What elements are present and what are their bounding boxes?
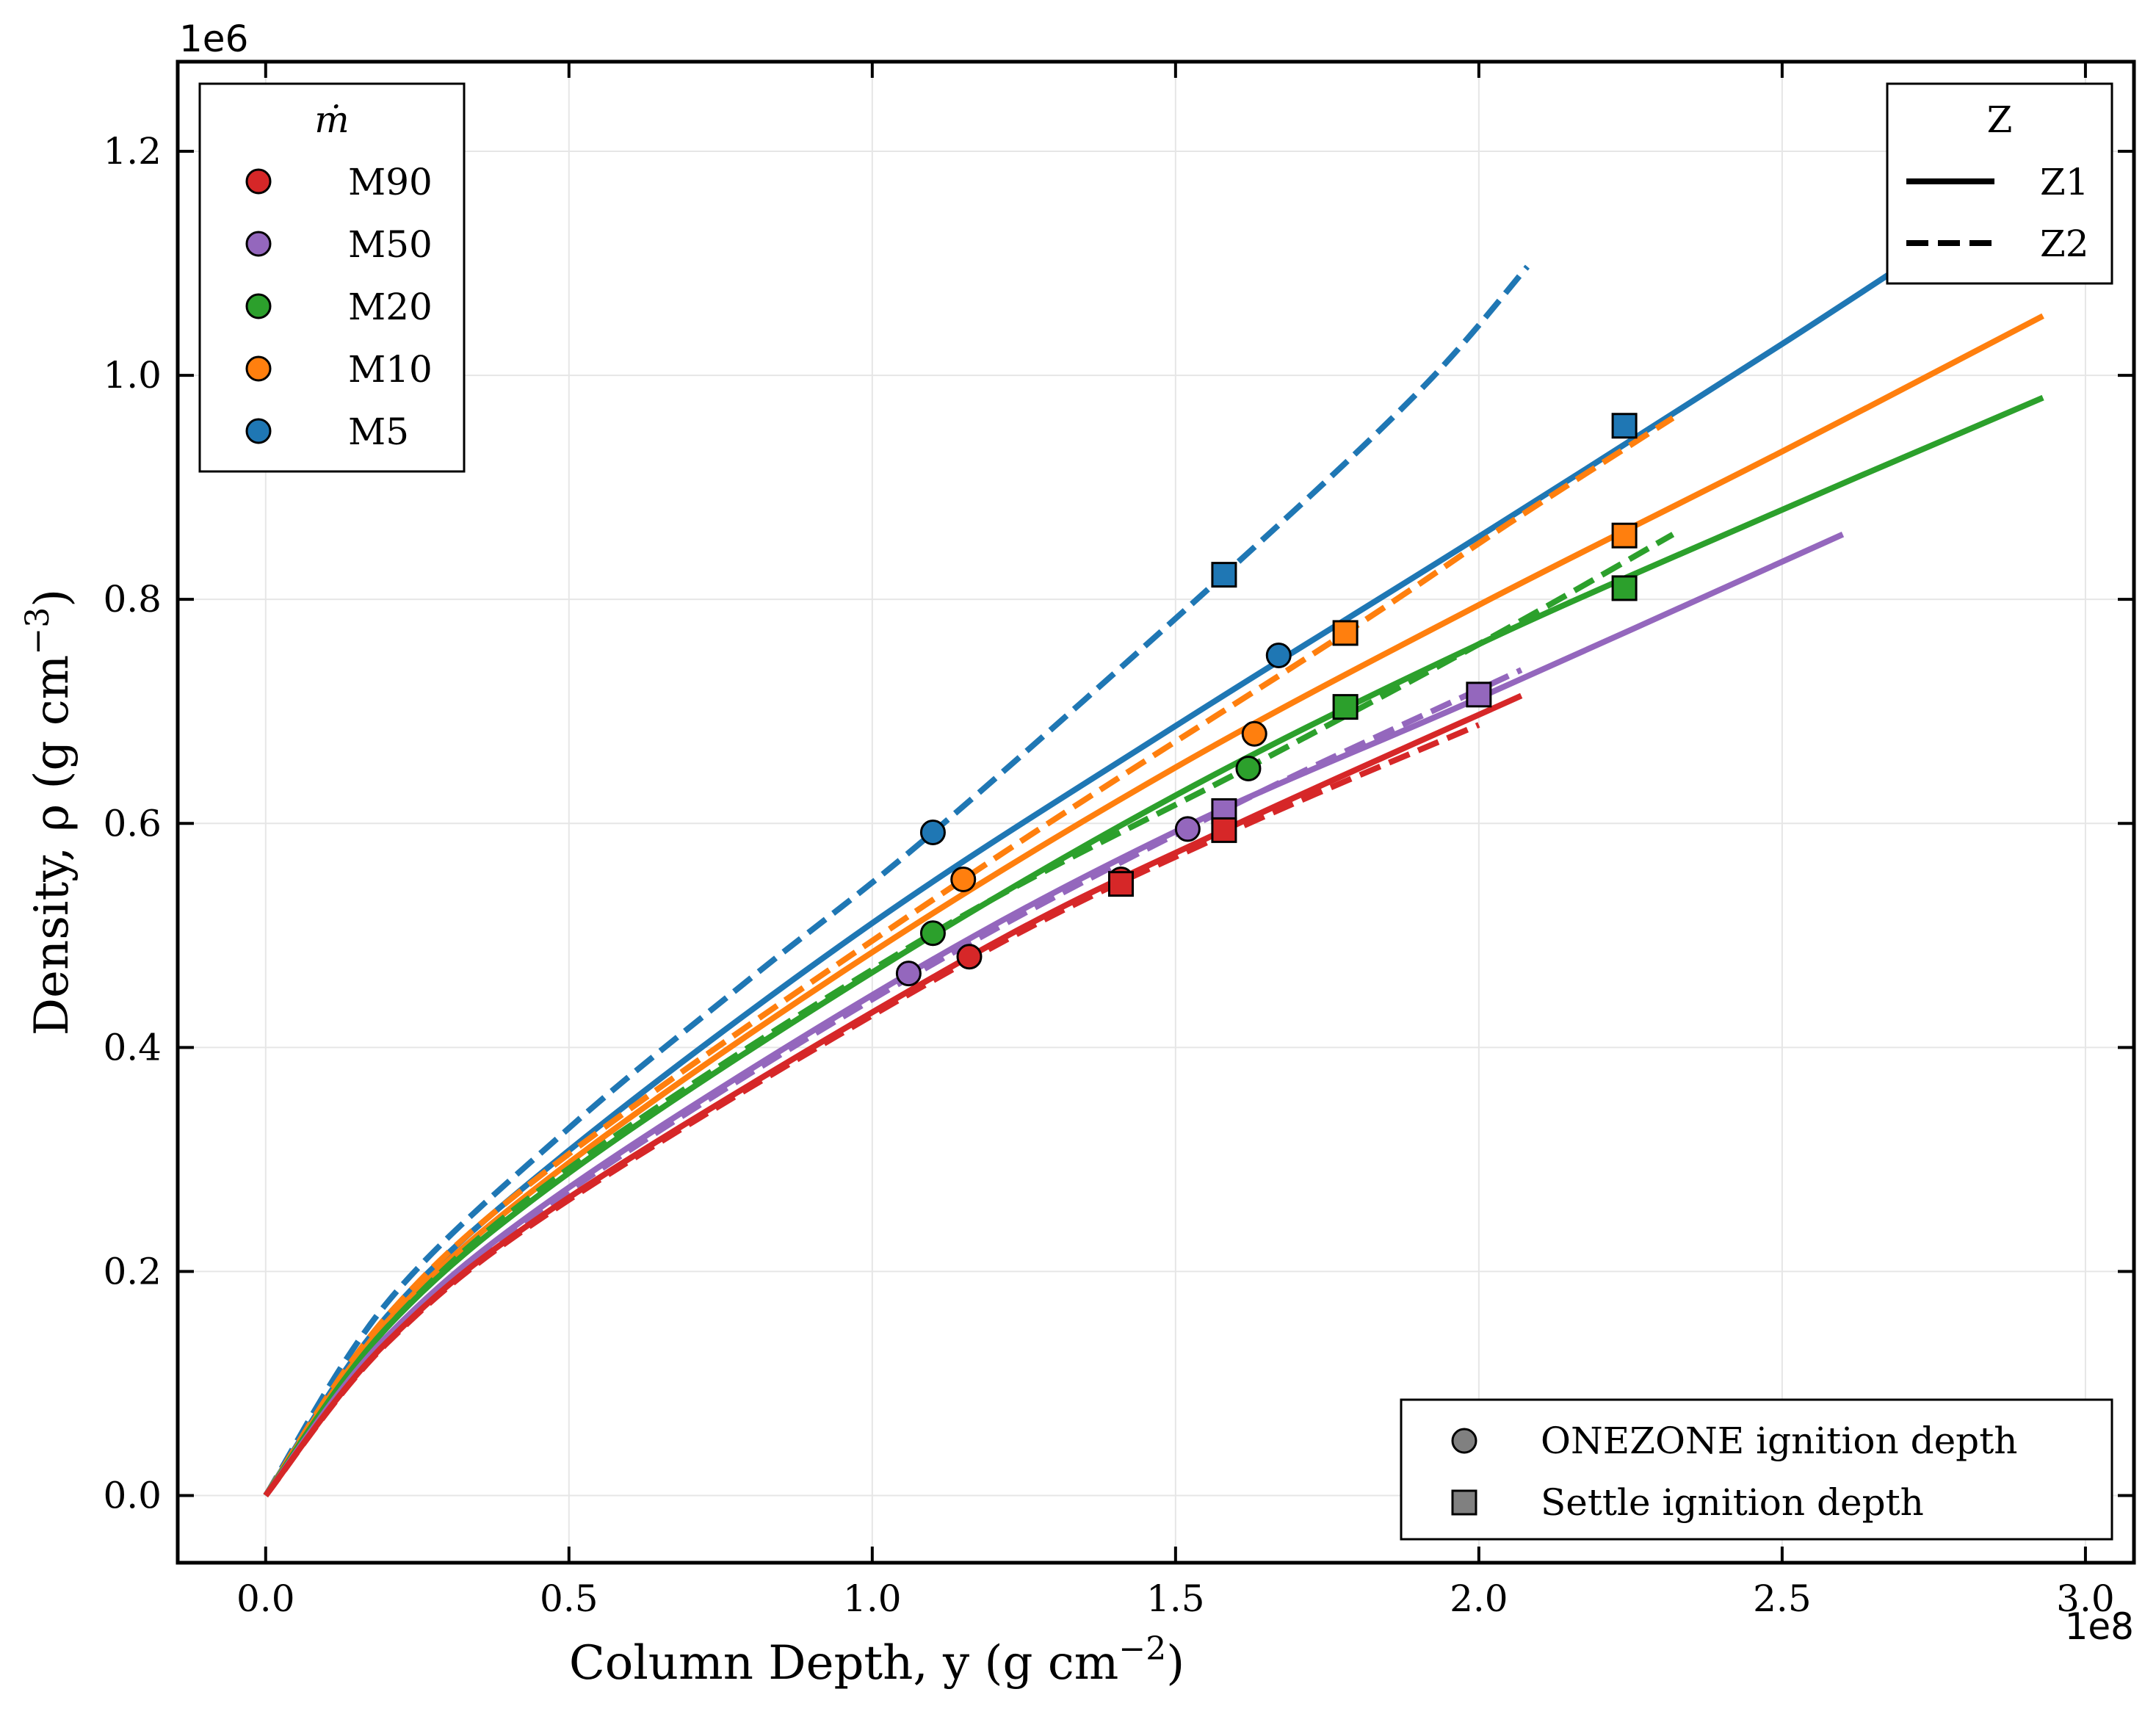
y-tick-label: 0.4 (103, 1026, 162, 1068)
x-tick-label: 1.0 (843, 1577, 902, 1620)
settle-point-m20 (1332, 694, 1359, 720)
legend-mdot-marker-m20 (245, 293, 272, 319)
onezone-point-m20 (1235, 756, 1262, 782)
y-axis-label-sup: −3 (19, 607, 57, 655)
settle-point-m20 (1611, 575, 1638, 601)
y-axis-label: Density, ρ (g cm−3) (19, 589, 79, 1035)
series-line-m90-z1 (263, 693, 1523, 1497)
x-tick-label: 0.5 (540, 1577, 598, 1620)
legend-mdot-label-m50: M50 (348, 223, 433, 266)
y-tick-label: 0.6 (103, 802, 162, 845)
series-line-m50-z1 (263, 532, 1845, 1497)
y-tick-label: 1.0 (103, 354, 162, 397)
legend-mdot-box (198, 82, 466, 473)
legend-mdot-label-m5: M5 (348, 411, 409, 453)
x-tick-label: 2.5 (1753, 1577, 1812, 1620)
x-tick-label: 1.5 (1146, 1577, 1205, 1620)
ignition-markers (895, 413, 1638, 987)
series-line-m10-z1 (263, 313, 2044, 1497)
y-tick-label: 0.2 (103, 1250, 162, 1292)
legend-mdot-label-m20: M20 (348, 286, 433, 328)
settle-point-m50 (1466, 681, 1492, 708)
x-tick-label: 3.0 (2056, 1577, 2115, 1620)
onezone-point-m50 (1174, 816, 1201, 842)
settle-point-m10 (1611, 522, 1638, 549)
legend-z-label-z1: Z1 (2040, 161, 2089, 203)
settle-point-m10 (1332, 620, 1359, 646)
series-line-m50-z2 (263, 667, 1523, 1497)
x-axis-label-main: Column Depth, y (g cm (569, 1636, 1119, 1691)
legend-z-title: Z (1987, 98, 2013, 141)
onezone-point-m10 (950, 867, 977, 893)
series-line-m20-z2 (263, 532, 1675, 1497)
legend-markers: ONEZONE ignition depth Settle ignition de… (1400, 1398, 2113, 1541)
legend-mdot-marker-m50 (245, 231, 272, 257)
y-scale-label: 1e6 (179, 18, 248, 60)
legend-mdot-marker-m10 (245, 355, 272, 382)
legend-markers-box (1400, 1398, 2113, 1541)
series-line-m5-z1 (263, 182, 2027, 1497)
series-lines (263, 182, 2044, 1497)
onezone-point-m50 (895, 961, 922, 987)
legend-mdot-title: ṁ (314, 98, 349, 141)
legend-mdot-marker-m90 (245, 168, 272, 195)
x-axis-label: Column Depth, y (g cm−2) (569, 1630, 1184, 1691)
x-axis-label-tail: ) (1166, 1636, 1184, 1691)
onezone-point-m5 (1265, 642, 1292, 668)
settle-point-m5 (1611, 413, 1638, 439)
legend-mdot-label-m90: M90 (348, 161, 433, 203)
legend-mdot-entries: M90 M50 M20 M10 M5 (245, 161, 433, 453)
x-axis-label-sup: −2 (1118, 1630, 1166, 1668)
legend-onezone-label: ONEZONE ignition depth (1541, 1420, 2018, 1462)
settle-point-m90 (1211, 817, 1237, 843)
y-axis-label-main: Density, ρ (g cm (25, 655, 79, 1036)
y-tick-label: 0.0 (103, 1474, 162, 1516)
series-line-m10-z2 (263, 415, 1675, 1497)
legend-mdot: ṁ M90 M50 M20 M10 M5 (198, 82, 466, 473)
legend-onezone-marker (1451, 1428, 1477, 1454)
legend-settle-marker (1451, 1489, 1477, 1516)
onezone-point-m20 (919, 920, 946, 947)
y-tick-label: 0.8 (103, 578, 162, 621)
legend-settle-label: Settle ignition depth (1541, 1481, 1924, 1524)
legend-z-label-z2: Z2 (2040, 223, 2089, 265)
series-line-m90-z2 (263, 722, 1480, 1497)
onezone-point-m90 (956, 944, 983, 970)
legend-mdot-label-m10: M10 (348, 348, 433, 391)
x-tick-label: 0.0 (236, 1577, 295, 1620)
plot-frame (176, 59, 2136, 1565)
onezone-point-m5 (919, 819, 946, 845)
settle-point-m5 (1211, 562, 1237, 588)
legend-mdot-marker-m5 (245, 418, 272, 444)
y-tick-label: 1.2 (103, 130, 162, 173)
x-tick-label: 2.0 (1450, 1577, 1508, 1620)
y-axis-label-tail: ) (25, 589, 79, 607)
axis-ticks: 0.0 0.5 1.0 1.5 2.0 2.5 3.0 0.0 0.2 0.4 0.6 0.8 1.0 1… (103, 62, 2134, 1620)
x-scale-label: 1e8 (2065, 1605, 2134, 1648)
onezone-point-m10 (1241, 720, 1267, 747)
settle-point-m90 (1108, 871, 1135, 897)
series-line-m5-z2 (263, 264, 1530, 1497)
legend-marker-entries: ONEZONE ignition depth Settle ignition de… (1451, 1420, 2018, 1524)
grid-lines (178, 62, 2134, 1563)
